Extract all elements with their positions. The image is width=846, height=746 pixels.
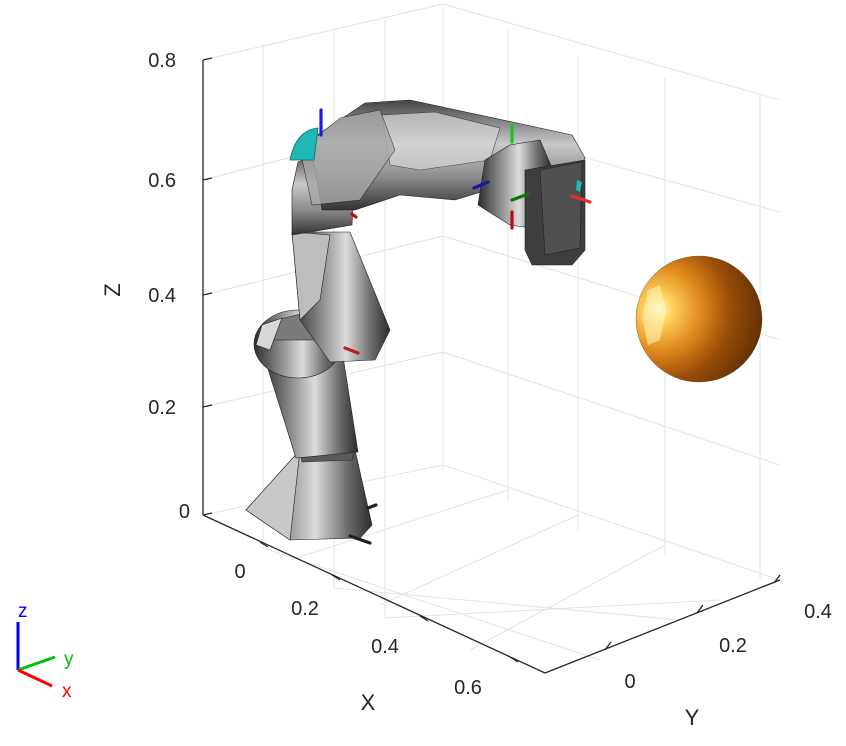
- joint-frame-markers: [319, 108, 592, 545]
- triad-y-label: y: [64, 649, 74, 670]
- y-tick-label: 0.2: [719, 635, 747, 657]
- axis-lines: [202, 60, 781, 674]
- z-tick-label: 0.6: [148, 170, 176, 192]
- z-tick-label: 0.8: [148, 50, 176, 72]
- y-tick-marks: [604, 574, 781, 651]
- joint-marker: [576, 180, 582, 192]
- z-tick-label: 0: [179, 501, 190, 523]
- sphere: [635, 255, 763, 383]
- z-tick-label: 0.2: [148, 397, 176, 419]
- orientation-triad: z y x: [16, 601, 74, 702]
- triad-x-label: x: [62, 681, 72, 702]
- x-tick-marks: [259, 541, 519, 663]
- y-axis-label: Y: [685, 705, 700, 730]
- z-axis-label: Z: [100, 283, 125, 296]
- x-tick-label: 0.2: [291, 598, 319, 620]
- joint-marker: [289, 127, 319, 161]
- z-tick-label: 0.4: [148, 285, 176, 307]
- triad-z-label: z: [18, 601, 28, 622]
- y-tick-label: 0: [624, 671, 635, 693]
- x-tick-label: 0: [234, 561, 245, 583]
- x-axis-label: X: [361, 690, 376, 715]
- z-tick-marks: [202, 57, 213, 516]
- robot-arm: [245, 99, 586, 541]
- x-tick-label: 0.6: [454, 677, 482, 699]
- x-tick-label: 0.4: [371, 636, 399, 658]
- y-tick-label: 0.4: [804, 601, 832, 623]
